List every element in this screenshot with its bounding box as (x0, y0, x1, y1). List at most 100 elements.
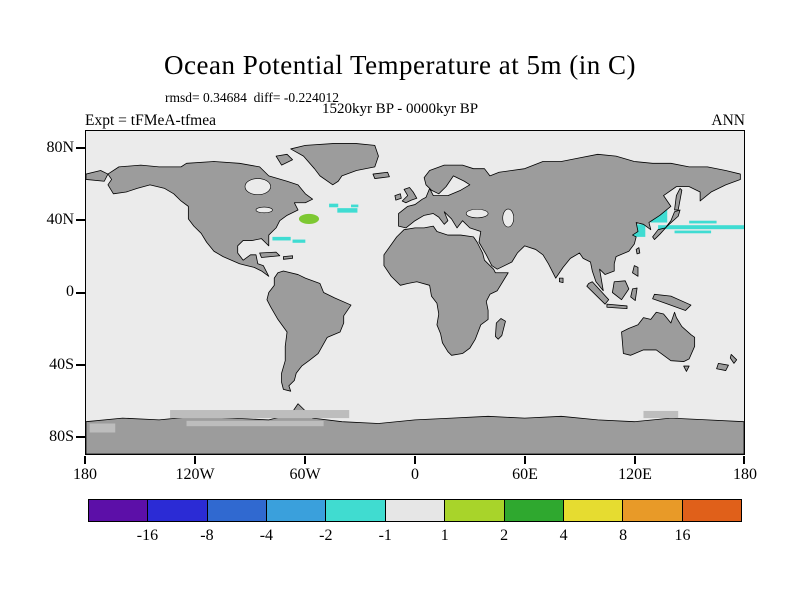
y-axis-label: 40S (49, 356, 74, 373)
x-axis-tick (743, 456, 745, 464)
colorbar-cell (89, 500, 149, 521)
colorbar-tick-label: 4 (559, 527, 568, 544)
cuba-island (260, 252, 280, 257)
x-axis-tick (524, 456, 526, 464)
y-axis-tick (76, 436, 85, 438)
baffin-island (276, 154, 292, 165)
sea-ice-patch (89, 423, 116, 433)
y-axis-label: 80N (46, 139, 74, 156)
borneo-island (612, 281, 628, 300)
colorbar-tick-label: -8 (200, 527, 214, 544)
tasmania-island (684, 366, 689, 371)
sea-ice-patch (170, 410, 350, 419)
anomaly-patch (674, 230, 712, 234)
y-axis-tick (76, 292, 85, 294)
iceland-island (373, 172, 389, 178)
colorbar-cell (445, 500, 505, 521)
season-label: ANN (711, 112, 745, 129)
y-axis-label: 0 (66, 283, 74, 300)
plot-title: Ocean Potential Temperature at 5m (in C) (164, 50, 636, 80)
y-axis-tick (76, 364, 85, 366)
anomaly-patch (272, 236, 291, 241)
sri-lanka-island (559, 278, 563, 282)
y-axis-tick (76, 147, 85, 149)
x-axis-tick (84, 456, 86, 464)
colorbar-cell (148, 500, 208, 521)
taiwan-island (636, 248, 640, 254)
colorbar-cell (207, 500, 268, 521)
colorbar-cell (623, 500, 683, 521)
colorbar-tick-label: -4 (259, 527, 274, 544)
java-island (607, 304, 627, 308)
south-america-landmass (267, 271, 351, 391)
colorbar-cell (267, 500, 327, 521)
experiment-label: Expt = tFMeA-tfmea (85, 112, 216, 129)
colorbar-tick-label: -2 (319, 527, 333, 544)
x-axis-label: 0 (411, 466, 419, 483)
new-zealand-north-island (730, 354, 736, 363)
ireland-island (395, 194, 401, 200)
colorbar-cell (385, 500, 446, 521)
colorbar-tick-label: 8 (619, 527, 628, 544)
x-axis-tick (634, 456, 636, 464)
sea-ice-cells (89, 410, 679, 433)
black-sea (466, 209, 488, 218)
x-axis-label: 60W (289, 466, 321, 483)
colorbar-cell (682, 500, 741, 521)
philippines-islands (633, 266, 638, 277)
colorbar-tick-label: 16 (674, 527, 691, 544)
x-axis-label: 60E (512, 466, 538, 483)
eurasia-landmass (399, 154, 741, 290)
inland-seas (245, 179, 514, 227)
anomaly-patch (689, 220, 717, 224)
x-axis-label: 120W (175, 466, 215, 483)
x-axis-tick (194, 456, 196, 464)
chukotka-landmass (86, 170, 108, 181)
x-axis-tick (414, 456, 416, 464)
map-plot-area (85, 130, 745, 455)
colorbar-cell (504, 500, 564, 521)
africa-landmass (384, 226, 508, 355)
y-axis-label: 40N (46, 211, 74, 228)
sumatra-island (587, 282, 609, 304)
world-map-svg (86, 131, 744, 454)
warm-anomaly-patches (298, 213, 320, 224)
anomaly-patch (337, 208, 358, 213)
anomaly-patch (298, 213, 320, 224)
y-axis-tick (76, 219, 85, 221)
landmasses (86, 144, 744, 454)
period-label: 1520kyr BP - 0000kyr BP (321, 101, 479, 117)
anomaly-patch (658, 225, 744, 230)
colorbar-tick-label: -16 (136, 527, 159, 544)
x-axis-label: 180 (733, 466, 757, 483)
anomaly-patch (329, 203, 339, 208)
new-guinea-island (653, 294, 691, 310)
colorbar-cell (326, 500, 386, 521)
colorbar-cell (563, 500, 624, 521)
hispaniola-island (283, 256, 292, 260)
caspian-sea (503, 209, 514, 227)
y-axis-label: 80S (49, 428, 74, 445)
colorbar-tick-label: -1 (378, 527, 392, 544)
colorbar-tick-label: 1 (440, 527, 449, 544)
rmsd-diff-stats: rmsd= 0.34684 diff= -0.224012 (165, 90, 339, 105)
colorbar-tick-label: 2 (500, 527, 509, 544)
japan-islands (653, 210, 680, 240)
anomaly-patch (351, 204, 359, 208)
sakhalin-island (675, 188, 682, 210)
sea-ice-patch (186, 420, 324, 427)
anomaly-patch (292, 239, 306, 243)
x-axis-tick (304, 456, 306, 464)
sea-ice-patch (643, 410, 679, 419)
australia-landmass (622, 312, 695, 361)
great-lakes (256, 207, 272, 213)
new-zealand-south-island (717, 363, 729, 370)
sulawesi-island (631, 288, 637, 301)
x-axis-label: 120E (618, 466, 652, 483)
x-axis-label: 180 (73, 466, 97, 483)
hudson-bay (245, 179, 271, 195)
greenland-landmass (291, 144, 379, 185)
madagascar-island (495, 319, 505, 340)
colorbar (88, 499, 742, 522)
